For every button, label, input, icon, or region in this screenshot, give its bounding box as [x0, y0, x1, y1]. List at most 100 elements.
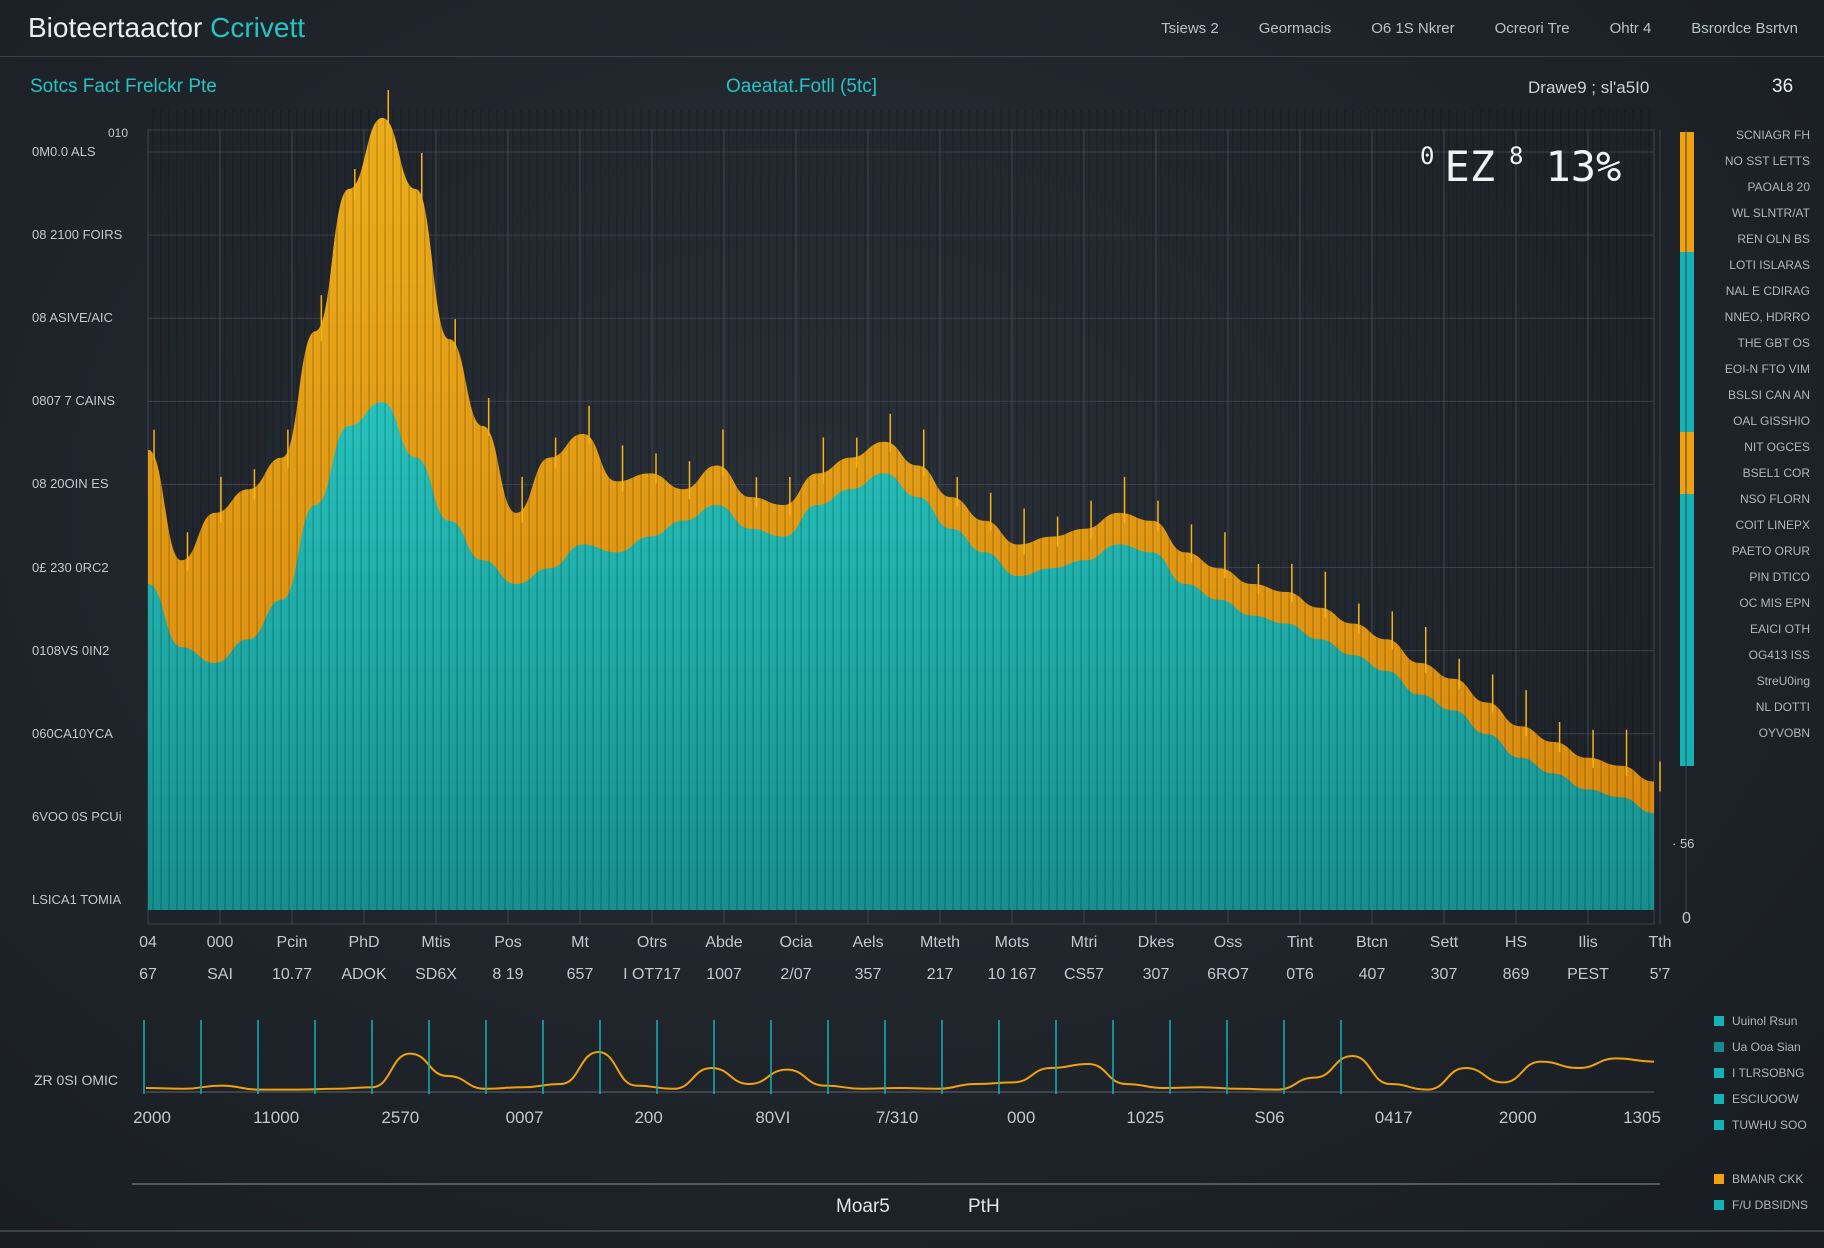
scale-bar-segment: [1680, 252, 1694, 432]
mini-x-axis: 2000 11000 2570 0007 200 80VI 7/310 000 1025 S06 0…: [0, 1108, 1824, 1128]
x-tick-label: Oss: [1213, 934, 1243, 951]
x-tick-label: Sett: [1429, 934, 1459, 951]
readout-d: 13%: [1545, 142, 1622, 191]
x-tick-label: 5'7: [1649, 966, 1671, 983]
x-tick-label: S06: [1254, 1108, 1285, 1127]
readout-a: 0: [1420, 142, 1435, 170]
readout-b: EZ: [1444, 142, 1496, 191]
x-tick-label: 10.77: [271, 966, 313, 983]
mini-chart-ylabel: ZR 0SI OMIC: [34, 1072, 119, 1088]
y-tick-label: 08 2100 FOIRS: [32, 227, 123, 243]
x-tick-label: Ilis: [1578, 934, 1598, 951]
side-zero-label: 0: [1682, 910, 1691, 927]
x-tick-label: 80VI: [755, 1108, 791, 1127]
top-nav: Tsiews 2 Geormacis O6 1S Nkrer Ocreori T…: [1161, 20, 1798, 37]
mini-legend-swatch: [1714, 1120, 1724, 1130]
y-tick-label: 08 ASIVE/AIC: [32, 310, 113, 326]
side-scale-bar: [1680, 130, 1694, 924]
y-tick-label: 6VOO 0S PCUi: [32, 808, 122, 824]
x-tick-label: 407: [1358, 966, 1386, 983]
x-tick-label: Pcin: [276, 934, 308, 951]
x-tick-label: Mtri: [1070, 934, 1098, 951]
x-tick-label: Mots: [994, 934, 1030, 951]
x-tick-label: 869: [1502, 966, 1530, 983]
mini-legend-label: BMANR CKK: [1732, 1172, 1804, 1186]
x-tick-label: Otrs: [636, 934, 668, 951]
mini-legend-label: ESCIUOOW: [1732, 1092, 1799, 1106]
mini-legend-entry: TUWHU SOO: [1714, 1112, 1808, 1138]
nav-item-3[interactable]: O6 1S Nkrer: [1371, 20, 1455, 37]
mini-legend-swatch: [1714, 1174, 1724, 1184]
x-tick-label: 000: [1006, 1108, 1036, 1127]
nav-item-5[interactable]: Ohtr 4: [1609, 20, 1652, 37]
value-readout: 0 EZ 8 13%: [1420, 142, 1621, 191]
x-tick-label: PhD: [348, 934, 380, 951]
panel-status: Drawe9 ; sl'a5I0: [1528, 78, 1650, 97]
x-tick-label: 200: [634, 1108, 663, 1127]
nav-item-6[interactable]: Bsrordce Bsrtvn: [1691, 20, 1798, 37]
mini-legend-swatch: [1714, 1068, 1724, 1078]
x-tick-label: 8 19: [492, 966, 524, 983]
x-tick-label: 2/07: [780, 966, 812, 983]
panel-title-left: Sotcs Fact Frelckr Pte: [30, 76, 217, 97]
x-tick-label: Aels: [852, 934, 884, 951]
panel-count: 36: [1772, 76, 1794, 97]
mini-legend-label: I TLRSOBNG: [1732, 1066, 1805, 1080]
scale-bar-segment: [1680, 432, 1694, 494]
panel-title-center: Oaeatat.Fotll (5tc]: [726, 76, 878, 97]
y-tick-label: 08 20OIN ES: [32, 476, 109, 492]
bottom-divider: [0, 1230, 1824, 1232]
x-tick-label: Dkes: [1137, 934, 1175, 951]
x-axis-row-2: 67 SAI 10.77 ADOK SD6X 8 19 657 I OT717 1007 2/07…: [0, 966, 1824, 986]
x-tick-label: 10 167: [987, 966, 1037, 983]
top-bar: Bioteertaactor Ccrivett Tsiews 2 Geormac…: [0, 0, 1824, 57]
scale-bar-segment: [1680, 132, 1694, 252]
x-tick-label: 1025: [1126, 1108, 1165, 1127]
series-texture: [148, 110, 1654, 910]
mini-legend-entry: ESCIUOOW: [1714, 1086, 1808, 1112]
nav-item-4[interactable]: Ocreori Tre: [1494, 20, 1570, 37]
mini-legend-swatch: [1714, 1094, 1724, 1104]
chart-series: [148, 89, 1661, 910]
x-tick-label: Mtis: [421, 934, 451, 951]
x-tick-label: 0T6: [1286, 966, 1314, 983]
y-tick-label: 0108VS 0IN2: [32, 642, 110, 658]
x-tick-label: CS57: [1063, 966, 1105, 983]
bottom-axis-left: Moar5: [836, 1196, 890, 1217]
x-tick-label: 7/310: [875, 1108, 919, 1127]
mini-legend-swatch: [1714, 1200, 1724, 1210]
bottom-axis-right: PtH: [968, 1196, 1000, 1217]
nav-item-2[interactable]: Geormacis: [1258, 20, 1332, 37]
x-tick-label: Mteth: [919, 934, 961, 951]
x-tick-label: 307: [1430, 966, 1458, 983]
x-tick-label: 0007: [505, 1108, 544, 1127]
x-tick-label: 1305: [1623, 1108, 1661, 1127]
y-tick-label: 0£ 230 0RC2: [32, 559, 109, 575]
mini-legend-label: Uuinol Rsun: [1732, 1014, 1798, 1028]
x-tick-label: 0417: [1374, 1108, 1413, 1127]
mini-legend-swatch: [1714, 1016, 1724, 1026]
y-tick-label: 0807 7 CAINS: [32, 393, 116, 409]
nav-item-1[interactable]: Tsiews 2: [1161, 20, 1219, 37]
side-tick-label: · 56: [1672, 836, 1695, 851]
x-tick-label: Btcn: [1355, 934, 1389, 951]
x-tick-label: 67: [139, 966, 157, 983]
x-tick-label: Tint: [1286, 934, 1314, 951]
x-tick-label: 307: [1142, 966, 1170, 983]
app-title: Bioteertaactor Ccrivett: [28, 12, 305, 44]
x-tick-label: SD6X: [415, 966, 457, 983]
y-tick-label: LSICA1 TOMIA: [32, 892, 122, 907]
mini-line: [145, 1050, 1655, 1091]
y-tick-label: 060CA10YCA: [32, 725, 113, 741]
x-tick-label: Abde: [705, 934, 743, 951]
y-tick-label: 0M0.0 ALS: [32, 144, 96, 159]
x-tick-label: 11000: [253, 1108, 300, 1127]
app-title-main: Bioteertaactor: [28, 12, 203, 43]
mini-legend-swatch: [1714, 1042, 1724, 1052]
x-tick-label: 000: [206, 934, 234, 951]
x-tick-label: 657: [566, 966, 594, 983]
x-tick-label: Ocia: [779, 934, 813, 951]
x-tick-label: 2000: [1498, 1108, 1537, 1127]
readout-c: 8: [1509, 142, 1524, 170]
x-tick-label: I OT717: [623, 966, 681, 983]
